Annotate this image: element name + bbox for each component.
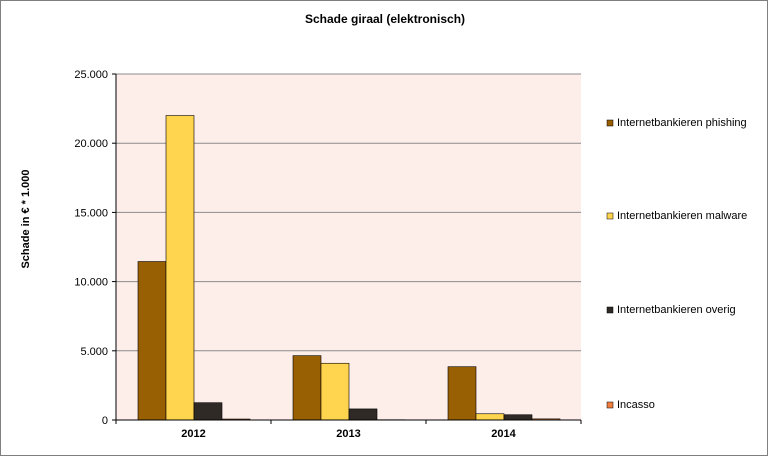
bar-internetbankieren-phishing-2013: [293, 356, 321, 420]
y-axis-label: Schade in € * 1.000: [20, 169, 32, 268]
legend-entry: Internetbankieren malware: [617, 210, 747, 222]
legend-entry: Internetbankieren phishing: [617, 117, 747, 129]
y-tick-label: 25.000: [74, 69, 108, 81]
legend-entry: Internetbankieren overig: [617, 304, 736, 316]
y-tick-label: 0: [102, 415, 108, 427]
legend-swatch: [607, 307, 613, 313]
bar-internetbankieren-overig-2013: [349, 409, 377, 420]
plot-area: 0 5.000 10.000 15.000 20.000 25.000 2012 2013 20…: [74, 69, 581, 440]
bar-internetbankieren-phishing-2014: [448, 367, 476, 420]
chart-title: Schade giraal (elektronisch): [305, 12, 465, 26]
bar-internetbankieren-malware-2014: [476, 414, 504, 420]
legend-swatch: [607, 213, 613, 219]
bar-internetbankieren-malware-2012: [166, 116, 194, 420]
bar-internetbankieren-overig-2014: [504, 415, 532, 420]
x-tick-label: 2013: [336, 428, 360, 440]
x-tick-label: 2012: [181, 428, 205, 440]
legend-swatch: [607, 120, 613, 126]
bar-internetbankieren-malware-2013: [321, 363, 349, 420]
y-tick-label: 5.000: [80, 346, 108, 358]
legend-entry: Incasso: [617, 399, 655, 411]
legend-swatch: [607, 402, 613, 408]
y-tick-label: 10.000: [74, 277, 108, 289]
x-tick-label: 2014: [491, 428, 516, 440]
bar-internetbankieren-phishing-2012: [138, 262, 166, 420]
bar-internetbankieren-overig-2012: [194, 403, 222, 420]
y-tick-label: 20.000: [74, 138, 108, 150]
y-tick-label: 15.000: [74, 207, 108, 219]
legend: Internetbankieren phishing Internetbankie…: [607, 117, 747, 411]
